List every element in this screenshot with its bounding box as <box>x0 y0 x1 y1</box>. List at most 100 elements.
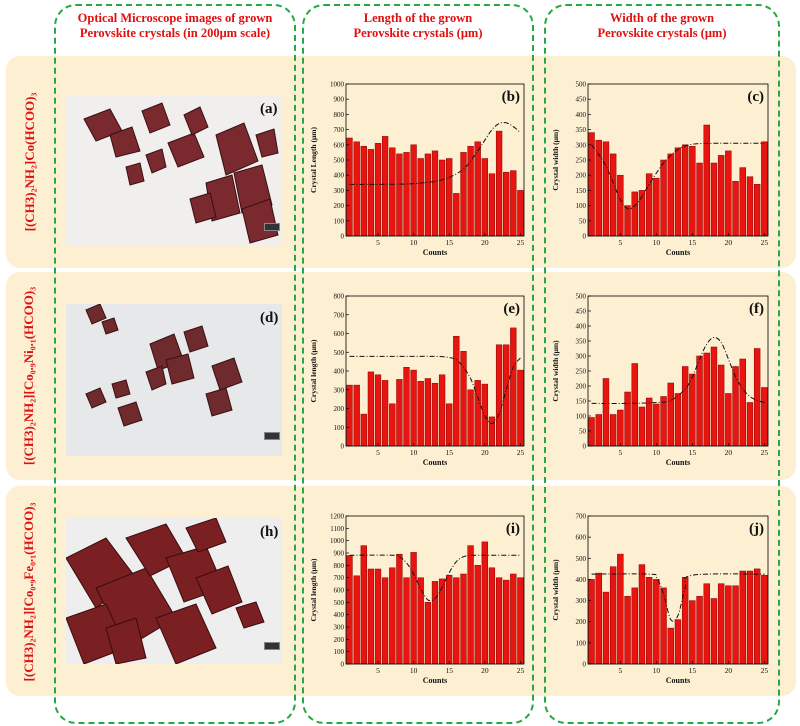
xtick-label-f-10: 10 <box>653 448 661 457</box>
bar-j-21 <box>732 585 739 665</box>
ytick-label-e-200: 200 <box>334 405 345 413</box>
xaxis-label-b: Counts <box>423 248 447 257</box>
bar-e-22 <box>495 344 503 447</box>
bar-c-20 <box>725 150 732 237</box>
bar-e-17 <box>460 351 467 447</box>
bar-e-15 <box>446 403 453 447</box>
xtick-label-i-20: 20 <box>481 666 489 675</box>
xaxis-label-i: Counts <box>423 676 447 685</box>
bar-j-23 <box>746 570 754 665</box>
xtick-label-c-10: 10 <box>653 238 661 247</box>
bar-i-4 <box>367 568 375 665</box>
bar-f-25 <box>761 387 768 447</box>
bar-j-11 <box>660 587 667 665</box>
bar-j-12 <box>667 627 674 665</box>
ytick-label-c-150: 150 <box>576 187 587 195</box>
bar-f-4 <box>609 414 617 447</box>
bar-f-2 <box>595 414 602 447</box>
ytick-label-i-1000: 1000 <box>330 537 345 545</box>
chart-panel-i: 0 100 200 300 400 500 600 700 800 900 1000 1100 1200… <box>306 510 530 690</box>
crystal-illustration-h <box>66 518 265 664</box>
ytick-label-c-300: 300 <box>576 141 587 149</box>
column-header-length-line1: Length of the grown <box>363 11 473 25</box>
column-header-images-line1: Optical Microscope images of grown <box>77 11 273 25</box>
bar-c-9 <box>645 173 653 237</box>
bar-f-8 <box>638 406 646 447</box>
ytick-label-e-600: 600 <box>334 330 345 338</box>
bar-i-7 <box>389 567 396 665</box>
ytick-label-j-400: 400 <box>576 576 587 584</box>
ytick-label-j-0: 0 <box>583 661 587 669</box>
panel-label-i: (i) <box>506 521 520 537</box>
fit-curve-b <box>349 122 521 185</box>
bar-c-11 <box>660 159 667 237</box>
bar-c-14 <box>681 144 689 237</box>
bar-i-22 <box>495 577 503 665</box>
ytick-label-f-350: 350 <box>576 338 587 346</box>
bar-j-14 <box>681 577 689 665</box>
bar-b-18 <box>467 146 474 237</box>
bar-b-6 <box>381 136 389 237</box>
chart-panel-b: 0 100 200 300 400 500 600 700 800 900 1000 5 10 15 20 2… <box>306 78 530 262</box>
bar-e-6 <box>381 380 389 447</box>
xtick-label-e-15: 15 <box>445 448 453 457</box>
bar-b-19 <box>474 141 481 237</box>
scale-bar-d <box>264 432 280 440</box>
chart-i: 0 100 200 300 400 500 600 700 800 900 1000 1100 1200… <box>309 513 524 686</box>
xtick-label-i-5: 5 <box>376 666 380 675</box>
bar-b-15 <box>446 158 453 237</box>
ytick-label-c-500: 500 <box>576 81 587 89</box>
bar-i-11 <box>417 577 424 665</box>
bar-b-10 <box>410 144 417 237</box>
yaxis-label-j: Crystal width (μm) <box>551 559 560 621</box>
xtick-label-j-10: 10 <box>653 666 661 675</box>
bar-f-22 <box>739 358 746 447</box>
ytick-label-c-200: 200 <box>576 172 587 180</box>
ytick-label-f-250: 250 <box>576 368 587 376</box>
ytick-label-i-100: 100 <box>334 648 345 656</box>
bar-b-14 <box>438 159 446 237</box>
bar-c-24 <box>753 184 761 237</box>
xtick-label-e-20: 20 <box>481 448 489 457</box>
xtick-label-e-5: 5 <box>376 448 380 457</box>
bar-j-3 <box>602 591 610 665</box>
bar-j-5 <box>617 553 624 665</box>
yaxis-label-i: Crystal length (μm) <box>309 558 318 621</box>
panel-label-j: (j) <box>749 521 764 537</box>
bar-j-16 <box>696 596 703 665</box>
chart-panel-e: 0 100 200 300 400 500 600 700 800 5 10 15 20 25 Counts… <box>306 290 530 472</box>
bar-f-7 <box>631 363 638 447</box>
bar-e-9 <box>403 367 410 447</box>
xaxis-label-e: Counts <box>423 458 447 467</box>
bar-b-17 <box>460 152 467 237</box>
bar-c-10 <box>653 177 660 237</box>
bar-e-11 <box>417 381 424 447</box>
bar-b-12 <box>424 153 432 237</box>
xtick-label-b-5: 5 <box>376 238 380 247</box>
bar-f-18 <box>710 346 718 447</box>
panel-label-e: (e) <box>503 301 520 317</box>
bar-b-13 <box>431 150 439 237</box>
ytick-label-b-900: 900 <box>334 96 345 104</box>
bar-f-23 <box>746 402 754 447</box>
bar-b-22 <box>495 130 503 237</box>
crystal-illustration-d <box>85 304 243 427</box>
ytick-label-i-1200: 1200 <box>330 513 345 521</box>
xaxis-label-c: Counts <box>666 248 690 257</box>
bar-i-8 <box>396 553 403 665</box>
fit-curve-c <box>591 142 765 210</box>
column-box-width <box>544 4 780 724</box>
ytick-label-b-300: 300 <box>334 187 345 195</box>
ytick-label-f-400: 400 <box>576 323 587 331</box>
bar-c-23 <box>746 176 754 237</box>
ytick-label-f-50: 50 <box>579 428 587 436</box>
bar-j-2 <box>595 572 602 665</box>
bar-b-4 <box>367 149 375 237</box>
ytick-label-j-100: 100 <box>576 639 587 647</box>
bar-c-16 <box>696 162 703 237</box>
chart-j: 0 100 200 300 400 500 600 700 5 10 15 20 25 Counts Cry… <box>551 513 768 686</box>
bar-e-5 <box>374 374 382 447</box>
bar-j-22 <box>739 570 746 665</box>
ytick-label-b-800: 800 <box>334 111 345 119</box>
bar-b-9 <box>403 152 410 237</box>
